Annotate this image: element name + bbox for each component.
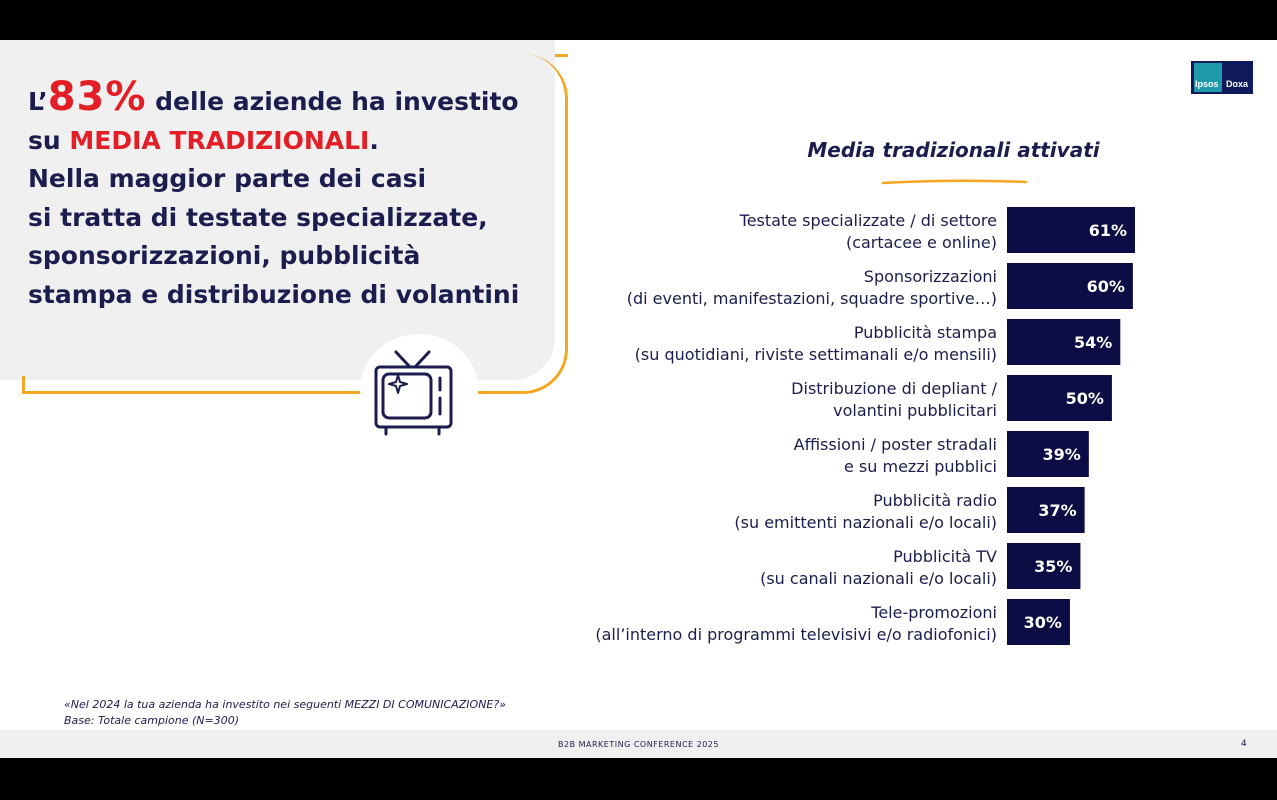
ipsos-doxa-logo: Ipsos Doxa bbox=[1191, 61, 1253, 94]
category-label: Pubblicità radio bbox=[873, 491, 997, 510]
chart-title: Media tradizionali attivati bbox=[807, 138, 1100, 162]
bar bbox=[1007, 487, 1085, 533]
logo-right-text: Doxa bbox=[1226, 79, 1249, 89]
bar-value-label: 39% bbox=[1043, 445, 1081, 464]
headline-line4: si tratta di testate specializzate, bbox=[28, 202, 488, 232]
chart-title-underline bbox=[882, 179, 1028, 185]
headline-line1-rest: delle aziende ha investito bbox=[146, 87, 519, 116]
page-number: 4 bbox=[1241, 739, 1247, 749]
category-label: e su mezzi pubblici bbox=[844, 457, 997, 476]
headline-line3: Nella maggior parte dei casi bbox=[28, 164, 427, 193]
bar bbox=[1007, 319, 1121, 365]
footer-event: B2B MARKETING CONFERENCE 2025 bbox=[558, 740, 719, 749]
headline-line2: su MEDIA TRADIZIONALI. bbox=[28, 122, 548, 161]
tv-icon bbox=[374, 350, 453, 436]
category-label: Affissioni / poster stradali bbox=[794, 435, 997, 454]
footnote-base: Base: Totale campione (N=300) bbox=[64, 714, 239, 727]
headline-percent: 83% bbox=[47, 74, 147, 120]
category-label: (cartacee e online) bbox=[846, 233, 997, 252]
category-label: Testate specializzate / di settore bbox=[739, 211, 997, 230]
headline-line5: sponsorizzazioni, pubblicità bbox=[28, 241, 421, 270]
bar-value-label: 54% bbox=[1074, 333, 1112, 352]
category-label: (su emittenti nazionali e/o locali) bbox=[734, 513, 997, 532]
headline-line1: L’83% delle aziende ha investito bbox=[28, 77, 548, 122]
bar bbox=[1007, 431, 1089, 477]
bar-chart: 61% Testate specializzate / di settore (ca… bbox=[595, 207, 1135, 645]
category-label: (su quotidiani, riviste settimanali e/o … bbox=[635, 345, 997, 364]
category-label: Sponsorizzazioni bbox=[864, 267, 997, 286]
category-label: (all’interno di programmi televisivi e/o… bbox=[595, 625, 997, 644]
category-label: (di eventi, manifestazioni, squadre spor… bbox=[627, 289, 997, 308]
category-label: Pubblicità TV bbox=[893, 547, 997, 566]
category-label: Pubblicità stampa bbox=[854, 323, 997, 342]
category-label: Distribuzione di depliant / bbox=[791, 379, 997, 398]
bar-value-label: 35% bbox=[1034, 557, 1072, 576]
accent-frame bbox=[22, 54, 568, 394]
category-label: (su canali nazionali e/o locali) bbox=[760, 569, 997, 588]
headline-line2-pre: su bbox=[28, 125, 70, 155]
headline: L’83% delle aziende ha investito su MEDI… bbox=[28, 77, 548, 314]
headline-line2-post: . bbox=[369, 125, 379, 155]
bar bbox=[1007, 599, 1070, 645]
bar bbox=[1007, 263, 1133, 309]
bar-value-label: 37% bbox=[1038, 501, 1076, 520]
bar-value-label: 50% bbox=[1066, 389, 1104, 408]
logo-mark bbox=[1194, 63, 1222, 92]
bar bbox=[1007, 543, 1081, 589]
accent-frame-tick bbox=[22, 376, 25, 394]
headline-prefix: L’ bbox=[28, 87, 48, 116]
headline-line6: stampa e distribuzione di volantini bbox=[28, 279, 520, 309]
logo-left-text: Ipsos bbox=[1195, 79, 1219, 89]
bar-value-label: 61% bbox=[1089, 221, 1127, 240]
footnote-question: «Nel 2024 la tua azienda ha investito ne… bbox=[64, 698, 506, 711]
bar bbox=[1007, 207, 1135, 253]
headline-highlight: MEDIA TRADIZIONALI bbox=[69, 125, 370, 155]
accent-frame-top bbox=[555, 54, 568, 57]
category-label: Tele-promozioni bbox=[870, 603, 997, 622]
footnote: «Nel 2024 la tua azienda ha investito ne… bbox=[64, 697, 506, 729]
footer-band bbox=[0, 730, 1277, 758]
bar bbox=[1007, 375, 1112, 421]
category-label: volantini pubblicitari bbox=[833, 401, 997, 420]
headline-panel bbox=[0, 40, 555, 380]
bar-value-label: 30% bbox=[1024, 613, 1062, 632]
bar-value-label: 60% bbox=[1087, 277, 1125, 296]
